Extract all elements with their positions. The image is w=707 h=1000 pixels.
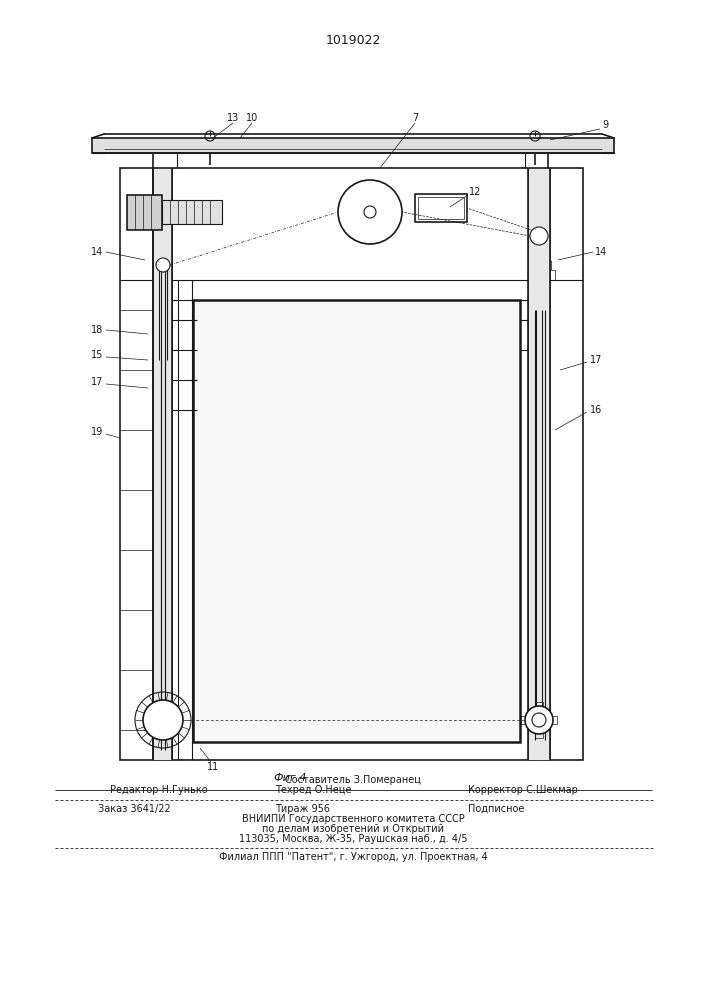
Bar [535, 702, 543, 710]
Text: Фиг.4: Фиг.4 [274, 773, 307, 783]
Text: Составитель З.Померанец: Составитель З.Померанец [285, 775, 421, 785]
Bar [193, 300, 520, 742]
Bar [549, 716, 557, 724]
Text: 1019022: 1019022 [325, 33, 380, 46]
Text: 10: 10 [246, 113, 258, 123]
Text: 14: 14 [595, 247, 607, 257]
Text: 9: 9 [602, 120, 608, 130]
Text: Тираж 956: Тираж 956 [275, 804, 330, 814]
Text: 13: 13 [227, 113, 239, 123]
Bar [528, 168, 550, 760]
Text: Подписное: Подписное [468, 804, 525, 814]
Text: 16: 16 [590, 405, 602, 415]
Text: 14: 14 [90, 247, 103, 257]
Text: 15: 15 [90, 350, 103, 360]
Text: 12: 12 [469, 187, 481, 197]
Bar [415, 194, 467, 222]
Text: 113035, Москва, Ж-35, Раушская наб., д. 4/5: 113035, Москва, Ж-35, Раушская наб., д. … [239, 834, 467, 844]
Bar [162, 200, 222, 224]
Text: Техред О.Неце: Техред О.Неце [275, 785, 351, 795]
Text: Заказ 3641/22: Заказ 3641/22 [98, 804, 171, 814]
Text: 18: 18 [90, 325, 103, 335]
Bar [127, 195, 162, 230]
Text: 19: 19 [90, 427, 103, 437]
Bar [120, 168, 583, 760]
Text: 11: 11 [207, 762, 219, 772]
Circle shape [143, 700, 183, 740]
Bar [153, 168, 172, 760]
Bar [418, 197, 464, 219]
Text: ВНИИПИ Государственного комитета СССР: ВНИИПИ Государственного комитета СССР [242, 814, 464, 824]
Bar [535, 730, 543, 738]
Circle shape [525, 706, 553, 734]
Text: 7: 7 [412, 113, 418, 123]
Circle shape [156, 258, 170, 272]
Text: 17: 17 [590, 355, 602, 365]
Text: по делам изобретений и Открытий: по делам изобретений и Открытий [262, 824, 444, 834]
Bar [92, 138, 614, 153]
Circle shape [530, 227, 548, 245]
Text: Корректор С.Шекмар: Корректор С.Шекмар [468, 785, 578, 795]
Text: Редактор Н.Гунько: Редактор Н.Гунько [110, 785, 208, 795]
Text: 17: 17 [90, 377, 103, 387]
Bar [521, 716, 529, 724]
Circle shape [338, 180, 402, 244]
Text: Филиал ППП "Патент", г. Ужгород, ул. Проектная, 4: Филиал ППП "Патент", г. Ужгород, ул. Про… [218, 852, 487, 862]
